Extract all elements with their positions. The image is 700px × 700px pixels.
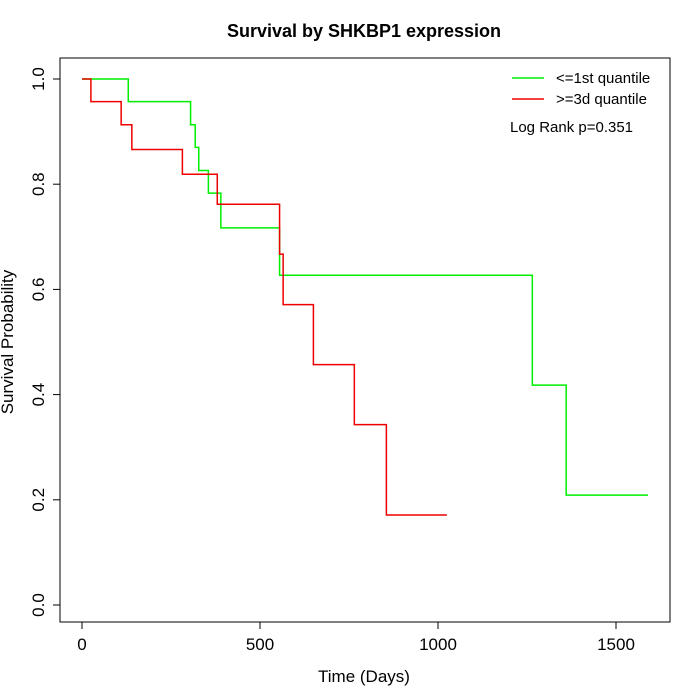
x-axis-label: Time (Days) [318, 667, 410, 686]
series-line-high-quantile [82, 78, 447, 516]
series-layer [82, 78, 649, 516]
chart-title: Survival by SHKBP1 expression [227, 21, 501, 41]
y-tick-label: 1.0 [29, 67, 48, 91]
y-axis: 0.0 0.2 0.4 0.6 0.8 1.0 [29, 67, 61, 617]
x-axis: 0 500 1000 1500 [77, 621, 635, 654]
log-rank-annotation: Log Rank p=0.351 [510, 119, 633, 136]
series-line-low-quantile [82, 78, 649, 496]
y-tick-label: 0.2 [29, 488, 48, 512]
x-tick-label: 1000 [419, 635, 457, 654]
legend: <=1st quantile >=3d quantile [512, 70, 650, 108]
plot-frame [59, 57, 671, 623]
y-axis-label: Survival Probability [0, 269, 17, 414]
x-tick-label: 1500 [597, 635, 635, 654]
legend-label-high: >=3d quantile [556, 91, 647, 108]
x-tick-label: 0 [77, 635, 86, 654]
y-tick-label: 0.8 [29, 172, 48, 196]
y-tick-label: 0.0 [29, 593, 48, 617]
y-tick-label: 0.6 [29, 278, 48, 302]
y-tick-label: 0.4 [29, 383, 48, 407]
x-tick-label: 500 [246, 635, 274, 654]
legend-label-low: <=1st quantile [556, 70, 650, 87]
